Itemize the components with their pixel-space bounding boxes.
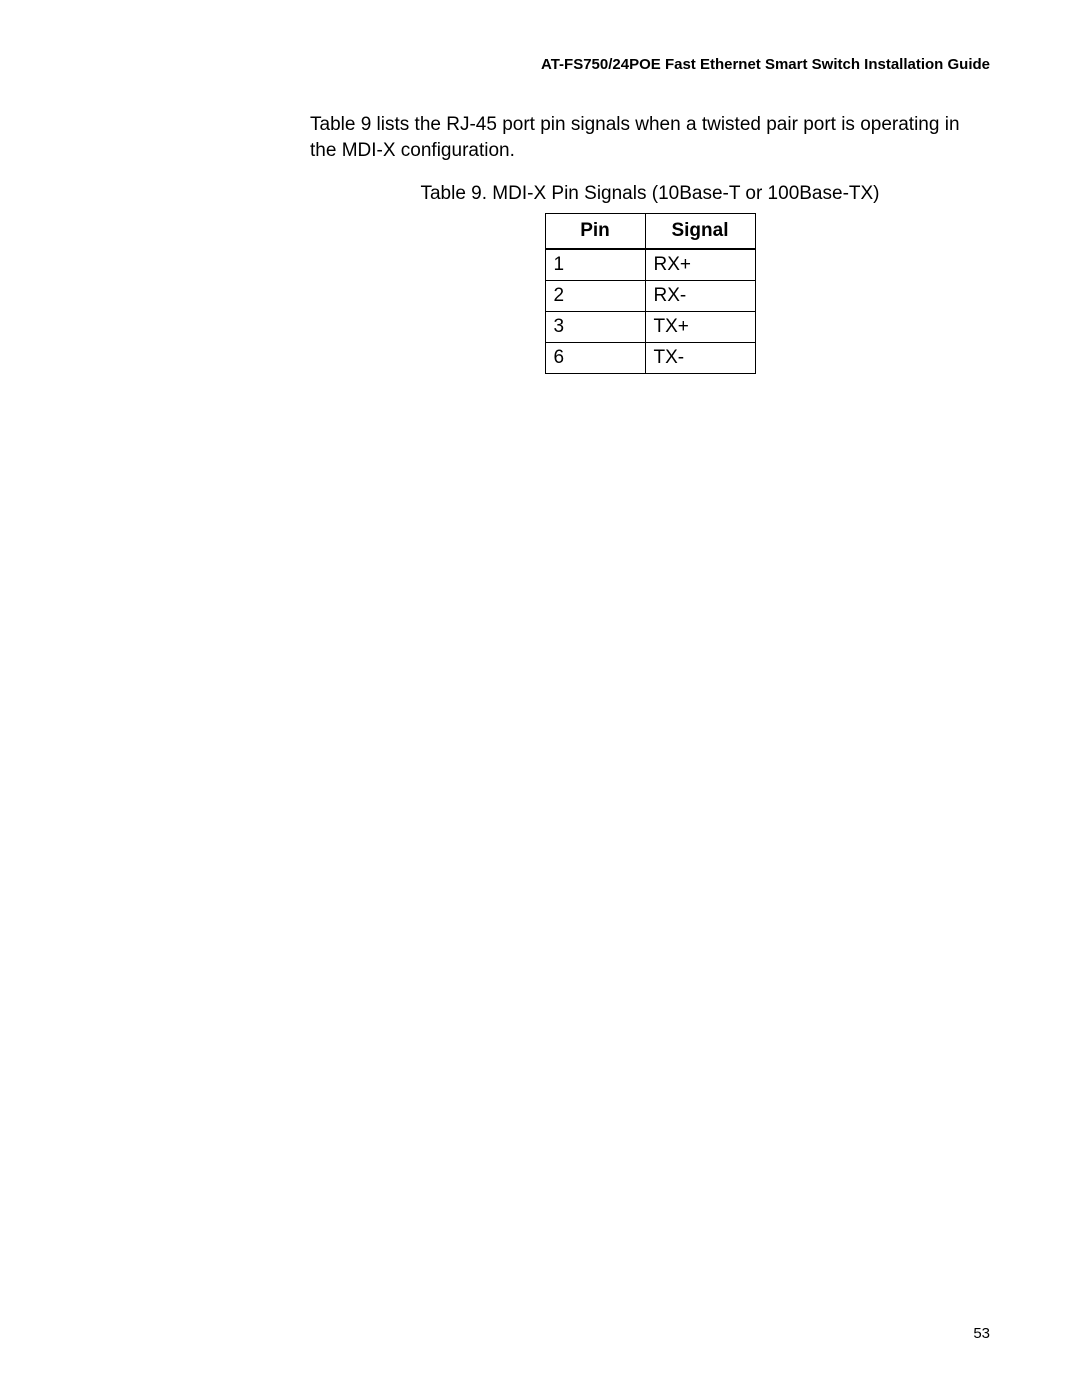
table-cell-pin: 3: [545, 312, 645, 343]
table-cell-signal: RX-: [645, 281, 755, 312]
document-header-title: AT-FS750/24POE Fast Ethernet Smart Switc…: [541, 56, 990, 73]
table-header-pin: Pin: [545, 214, 645, 250]
table-caption: Table 9. MDI-X Pin Signals (10Base-T or …: [310, 183, 990, 205]
pin-signals-table: Pin Signal 1 RX+ 2 RX- 3 TX+ 6: [545, 213, 756, 374]
table-row: 6 TX-: [545, 343, 755, 374]
table-row: 3 TX+: [545, 312, 755, 343]
page-number: 53: [973, 1325, 990, 1342]
table-header-row: Pin Signal: [545, 214, 755, 250]
content-area: Table 9 lists the RJ-45 port pin signals…: [310, 112, 990, 374]
table-row: 1 RX+: [545, 249, 755, 281]
table-cell-pin: 2: [545, 281, 645, 312]
table-header-signal: Signal: [645, 214, 755, 250]
table-cell-signal: RX+: [645, 249, 755, 281]
table-cell-signal: TX+: [645, 312, 755, 343]
table-row: 2 RX-: [545, 281, 755, 312]
table-cell-pin: 1: [545, 249, 645, 281]
table-cell-signal: TX-: [645, 343, 755, 374]
table-cell-pin: 6: [545, 343, 645, 374]
table-wrapper: Pin Signal 1 RX+ 2 RX- 3 TX+ 6: [310, 213, 990, 374]
intro-paragraph: Table 9 lists the RJ-45 port pin signals…: [310, 112, 990, 163]
